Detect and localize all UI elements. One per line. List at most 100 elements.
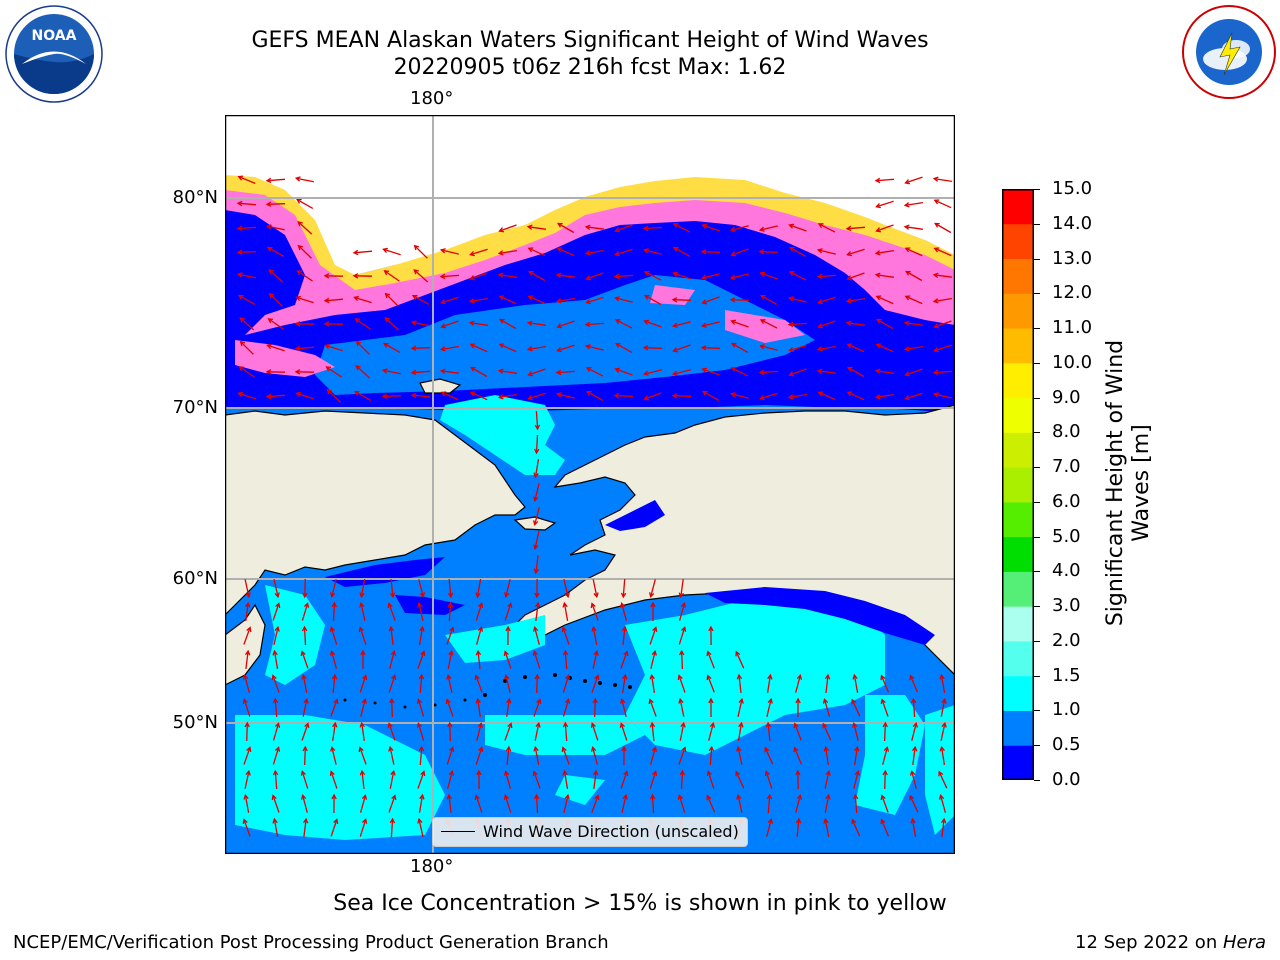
wave-direction-arrowhead	[528, 270, 534, 276]
wave-direction-arrowhead	[331, 601, 337, 608]
wave-direction-arrowhead	[265, 224, 272, 230]
wave-direction-arrow	[737, 795, 743, 813]
wave-direction-arrowhead	[323, 273, 330, 279]
wave-direction-arrowhead	[504, 592, 510, 599]
wave-direction-arrowhead	[416, 722, 423, 728]
wave-direction-arrowhead	[564, 674, 571, 680]
colorbar-tick-mark	[1034, 189, 1040, 190]
wave-direction-arrow	[731, 320, 749, 328]
wave-direction-arrowhead	[242, 818, 248, 825]
wave-direction-arrow	[851, 819, 861, 837]
noaa-logo-icon: NOAA	[4, 4, 104, 104]
wave-direction-arrowhead	[410, 320, 417, 326]
wave-direction-arrowhead	[329, 626, 336, 632]
colorbar-tick-label: 14.0	[1052, 212, 1093, 234]
wave-direction-arrowhead	[671, 393, 678, 399]
wave-direction-arrowhead	[266, 343, 272, 350]
wave-direction-arrowhead	[323, 297, 330, 304]
wave-direction-arrow	[475, 603, 483, 621]
wave-direction-arrow	[905, 270, 923, 282]
wave-direction-arrowhead	[324, 343, 330, 350]
map-frame	[225, 115, 955, 854]
wave-direction-arrow	[701, 347, 721, 349]
wave-direction-arrow	[796, 818, 800, 838]
wave-direction-arrowhead	[875, 343, 882, 349]
wave-direction-arrowhead	[701, 367, 708, 373]
wave-direction-arrowhead	[788, 371, 795, 377]
wave-direction-arrowhead	[469, 343, 476, 349]
wave-direction-arrow	[824, 795, 830, 813]
wave-direction-arrowhead	[787, 394, 794, 400]
wave-direction-arrow	[586, 272, 604, 280]
wave-direction-arrow	[737, 699, 743, 717]
wave-direction-arrow	[528, 247, 546, 257]
colorbar-segment	[1002, 571, 1034, 607]
wave-direction-arrow	[905, 176, 923, 184]
wave-direction-arrowhead	[816, 346, 823, 352]
wave-direction-arrow	[789, 271, 807, 281]
wave-direction-arrowhead	[787, 296, 794, 302]
wave-direction-arrowhead	[497, 250, 504, 256]
wave-direction-arrow	[941, 819, 945, 837]
mid-wave-zone-north	[315, 275, 815, 395]
wave-direction-arrow	[272, 675, 280, 693]
wave-direction-arrow	[417, 651, 425, 669]
wave-direction-arrow	[470, 391, 488, 401]
colorbar-tick-label: 7.0	[1052, 456, 1081, 478]
wave-direction-arrow	[702, 391, 720, 401]
wave-direction-arrowhead	[498, 295, 505, 301]
wave-direction-arrowhead	[678, 697, 684, 704]
colorbar-segment	[1002, 536, 1034, 572]
wave-direction-arrow	[238, 295, 256, 305]
wave-direction-arrowhead	[477, 721, 483, 728]
wave-direction-arrow	[876, 274, 894, 278]
wave-direction-arrow	[528, 270, 546, 282]
wave-direction-arrow	[938, 771, 948, 789]
wave-direction-arrow	[302, 675, 308, 693]
wave-direction-arrowhead	[419, 592, 426, 599]
wave-direction-arrow	[911, 818, 917, 838]
wave-direction-arrowhead	[330, 745, 336, 752]
wave-direction-arrowhead	[533, 472, 539, 479]
wave-direction-arrow	[876, 224, 894, 232]
wave-direction-arrowhead	[556, 346, 562, 353]
wave-direction-arrow	[793, 747, 803, 765]
wave-direction-arrowhead	[302, 745, 308, 752]
wave-direction-arrowhead	[355, 364, 361, 371]
wave-direction-arrowhead	[275, 602, 281, 609]
wave-direction-arrow	[528, 322, 546, 326]
wave-direction-arrow	[355, 318, 371, 330]
wave-direction-arrowhead	[854, 769, 860, 776]
wave-direction-arrowhead	[362, 674, 368, 681]
wave-direction-arrow	[504, 603, 512, 621]
colorbar-segment	[1002, 223, 1034, 260]
wave-direction-arrowhead	[303, 697, 309, 704]
wave-direction-arrowhead	[793, 746, 799, 753]
wave-direction-arrow	[759, 250, 779, 254]
wave-direction-arrow	[475, 675, 483, 693]
wave-direction-arrow	[701, 251, 721, 253]
wave-direction-arrowhead	[700, 274, 707, 280]
wave-direction-arrow	[535, 555, 539, 573]
wave-direction-arrow	[330, 699, 338, 717]
wave-direction-arrowhead	[526, 346, 533, 352]
colorbar-tick-label: 15.0	[1052, 178, 1093, 199]
wave-direction-arrow	[939, 795, 947, 813]
wave-direction-arrowhead	[244, 721, 250, 728]
colorbar-tick-mark	[1034, 223, 1040, 225]
wave-direction-arrow	[390, 579, 394, 597]
wave-direction-arrow	[389, 651, 395, 669]
wave-direction-arrow	[564, 722, 568, 742]
wave-direction-arrowhead	[323, 321, 330, 327]
wave-direction-arrow	[794, 723, 802, 741]
wave-direction-arrow	[528, 368, 546, 376]
wave-direction-arrowhead	[590, 722, 596, 729]
wave-direction-arrow	[644, 295, 662, 305]
wave-direction-arrow	[411, 394, 431, 398]
wave-direction-arrowhead	[448, 769, 455, 776]
wave-direction-arrowhead	[503, 769, 510, 776]
wave-direction-arrowhead	[845, 298, 852, 304]
land-chukotka	[225, 410, 526, 616]
wave-direction-arrow	[499, 343, 517, 353]
wave-direction-arrowhead	[534, 673, 540, 680]
